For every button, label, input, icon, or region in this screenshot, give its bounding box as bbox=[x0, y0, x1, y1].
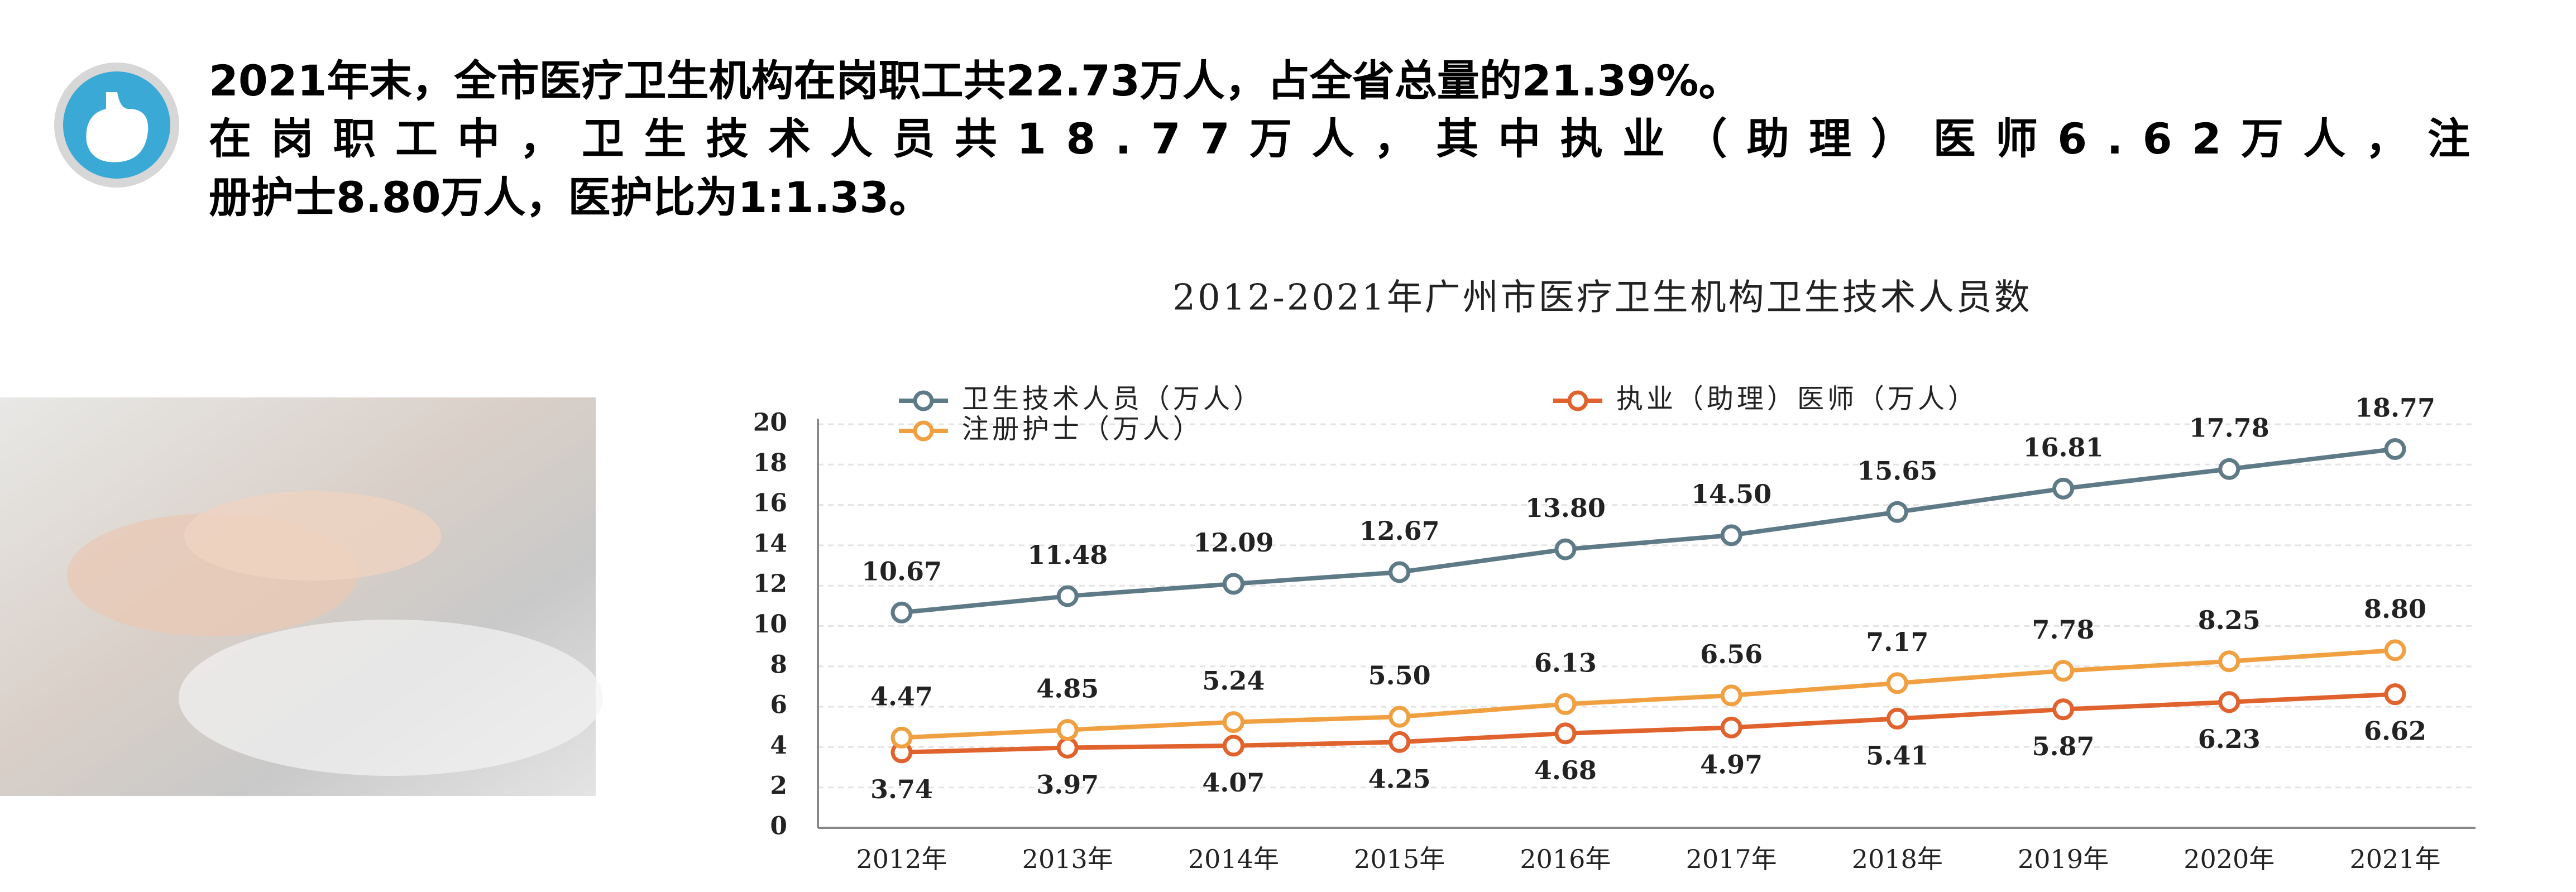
x-tick-label: 2013年 bbox=[1022, 844, 1113, 874]
data-label: 12.67 bbox=[1359, 516, 1440, 546]
data-label: 17.78 bbox=[2189, 413, 2269, 443]
data-label: 3.97 bbox=[1036, 769, 1099, 799]
series-line bbox=[901, 692, 2396, 755]
data-label: 12.09 bbox=[1193, 527, 1273, 558]
legend-label: 注册护士（万人） bbox=[962, 414, 1203, 445]
chart-title: 2012-2021年广州市医疗卫生机构卫生技术人员数 bbox=[1172, 277, 2032, 319]
point bbox=[2218, 650, 2240, 673]
paragraph-line: 册护士8.80万人，医护比为1:1.33。 bbox=[209, 172, 931, 222]
data-label: 4.68 bbox=[1534, 755, 1597, 785]
legend-label: 卫生技术人员（万人） bbox=[962, 383, 1263, 415]
y-tick-label: 16 bbox=[753, 489, 787, 517]
point bbox=[2218, 691, 2240, 713]
photo bbox=[0, 397, 603, 796]
point bbox=[1554, 722, 1577, 745]
series-line bbox=[901, 648, 2396, 740]
y-tick-label: 10 bbox=[753, 610, 787, 639]
x-tick-label: 2021年 bbox=[2349, 844, 2440, 874]
y-tick-label: 4 bbox=[770, 731, 787, 760]
point bbox=[1388, 706, 1411, 728]
x-tick-label: 2015年 bbox=[1354, 844, 1445, 874]
y-tick-label: 2 bbox=[770, 771, 787, 800]
y-tick-label: 20 bbox=[753, 409, 787, 437]
point bbox=[2052, 477, 2075, 500]
icon bbox=[54, 63, 179, 188]
data-label: 7.78 bbox=[2032, 615, 2095, 645]
data-label: 4.97 bbox=[1700, 749, 1763, 779]
data-label: 6.13 bbox=[1534, 648, 1597, 678]
point bbox=[890, 601, 913, 624]
data-label: 6.56 bbox=[1700, 639, 1763, 669]
point bbox=[2384, 438, 2406, 460]
point bbox=[2052, 698, 2075, 721]
data-label: 7.17 bbox=[1866, 627, 1928, 657]
data-label: 5.24 bbox=[1202, 666, 1265, 696]
data-label: 16.81 bbox=[2023, 432, 2104, 462]
x-tick-label: 2014年 bbox=[1188, 844, 1279, 874]
data-label: 4.25 bbox=[1368, 764, 1431, 794]
point bbox=[1222, 735, 1244, 757]
paragraph-line: 2021年末，全市医疗卫生机构在岗职工共22.73万人，占全省总量的21.39%… bbox=[209, 56, 1741, 105]
point bbox=[2052, 660, 2075, 682]
y-tick-label: 18 bbox=[753, 449, 787, 477]
legend-label: 执业（助理）医师（万人） bbox=[1616, 383, 1978, 415]
data-label: 4.47 bbox=[870, 681, 933, 711]
data-label: 13.80 bbox=[1525, 493, 1606, 523]
y-tick-label: 6 bbox=[770, 691, 787, 720]
x-tick-label: 2016年 bbox=[1520, 844, 1611, 874]
data-label: 15.65 bbox=[1857, 455, 1937, 486]
point bbox=[1222, 573, 1244, 595]
point bbox=[2384, 639, 2406, 661]
data-label: 10.67 bbox=[861, 556, 942, 586]
y-tick-label: 12 bbox=[753, 570, 787, 598]
data-label: 11.48 bbox=[1027, 540, 1108, 570]
point bbox=[1886, 672, 1908, 694]
point bbox=[1056, 719, 1079, 741]
point bbox=[1720, 716, 1742, 738]
data-label: 8.25 bbox=[2198, 605, 2261, 635]
y-tick-label: 8 bbox=[770, 650, 787, 679]
x-tick-label: 2020年 bbox=[2184, 844, 2275, 874]
data-label: 14.50 bbox=[1691, 479, 1771, 509]
legend-marker bbox=[913, 390, 934, 411]
legend-marker bbox=[913, 420, 934, 442]
data-label: 4.85 bbox=[1036, 674, 1099, 704]
point bbox=[1886, 707, 1908, 730]
point bbox=[2384, 683, 2406, 706]
data-label: 8.80 bbox=[2364, 594, 2426, 624]
point bbox=[1554, 538, 1577, 560]
point bbox=[1388, 561, 1411, 583]
point bbox=[1554, 693, 1577, 715]
data-label: 6.23 bbox=[2198, 724, 2261, 754]
data-label: 3.74 bbox=[870, 774, 933, 804]
data-label: 5.50 bbox=[1368, 660, 1431, 690]
x-tick-label: 2018年 bbox=[1852, 844, 1943, 874]
point bbox=[1388, 731, 1411, 753]
point bbox=[1720, 684, 1742, 707]
paragraph-line: 在岗职工中，卫生技术人员共18.77万人，其中执业（助理）医师6.62万人，注 bbox=[209, 114, 2470, 164]
y-tick-label: 14 bbox=[753, 529, 787, 558]
point bbox=[1056, 736, 1079, 759]
data-label: 18.77 bbox=[2355, 392, 2435, 423]
point bbox=[1056, 585, 1079, 607]
point bbox=[2218, 458, 2240, 480]
data-label: 4.07 bbox=[1202, 768, 1265, 798]
point bbox=[890, 726, 913, 749]
legend-marker bbox=[1567, 390, 1588, 411]
x-tick-label: 2019年 bbox=[2018, 844, 2109, 874]
y-tick-label: 0 bbox=[770, 812, 787, 841]
data-label: 5.41 bbox=[1866, 740, 1928, 770]
chart: 0 2 4 6 8 10 12 14 16 18 20 2012年 2013年 2014年 2015年 201… bbox=[753, 383, 2476, 874]
point bbox=[1720, 524, 1742, 546]
data-label: 5.87 bbox=[2032, 731, 2095, 761]
point bbox=[1222, 711, 1244, 733]
x-tick-label: 2017年 bbox=[1686, 844, 1777, 874]
series-line bbox=[901, 447, 2396, 615]
point bbox=[1886, 501, 1908, 523]
x-tick-label: 2012年 bbox=[856, 844, 947, 874]
data-label: 6.62 bbox=[2364, 716, 2426, 746]
